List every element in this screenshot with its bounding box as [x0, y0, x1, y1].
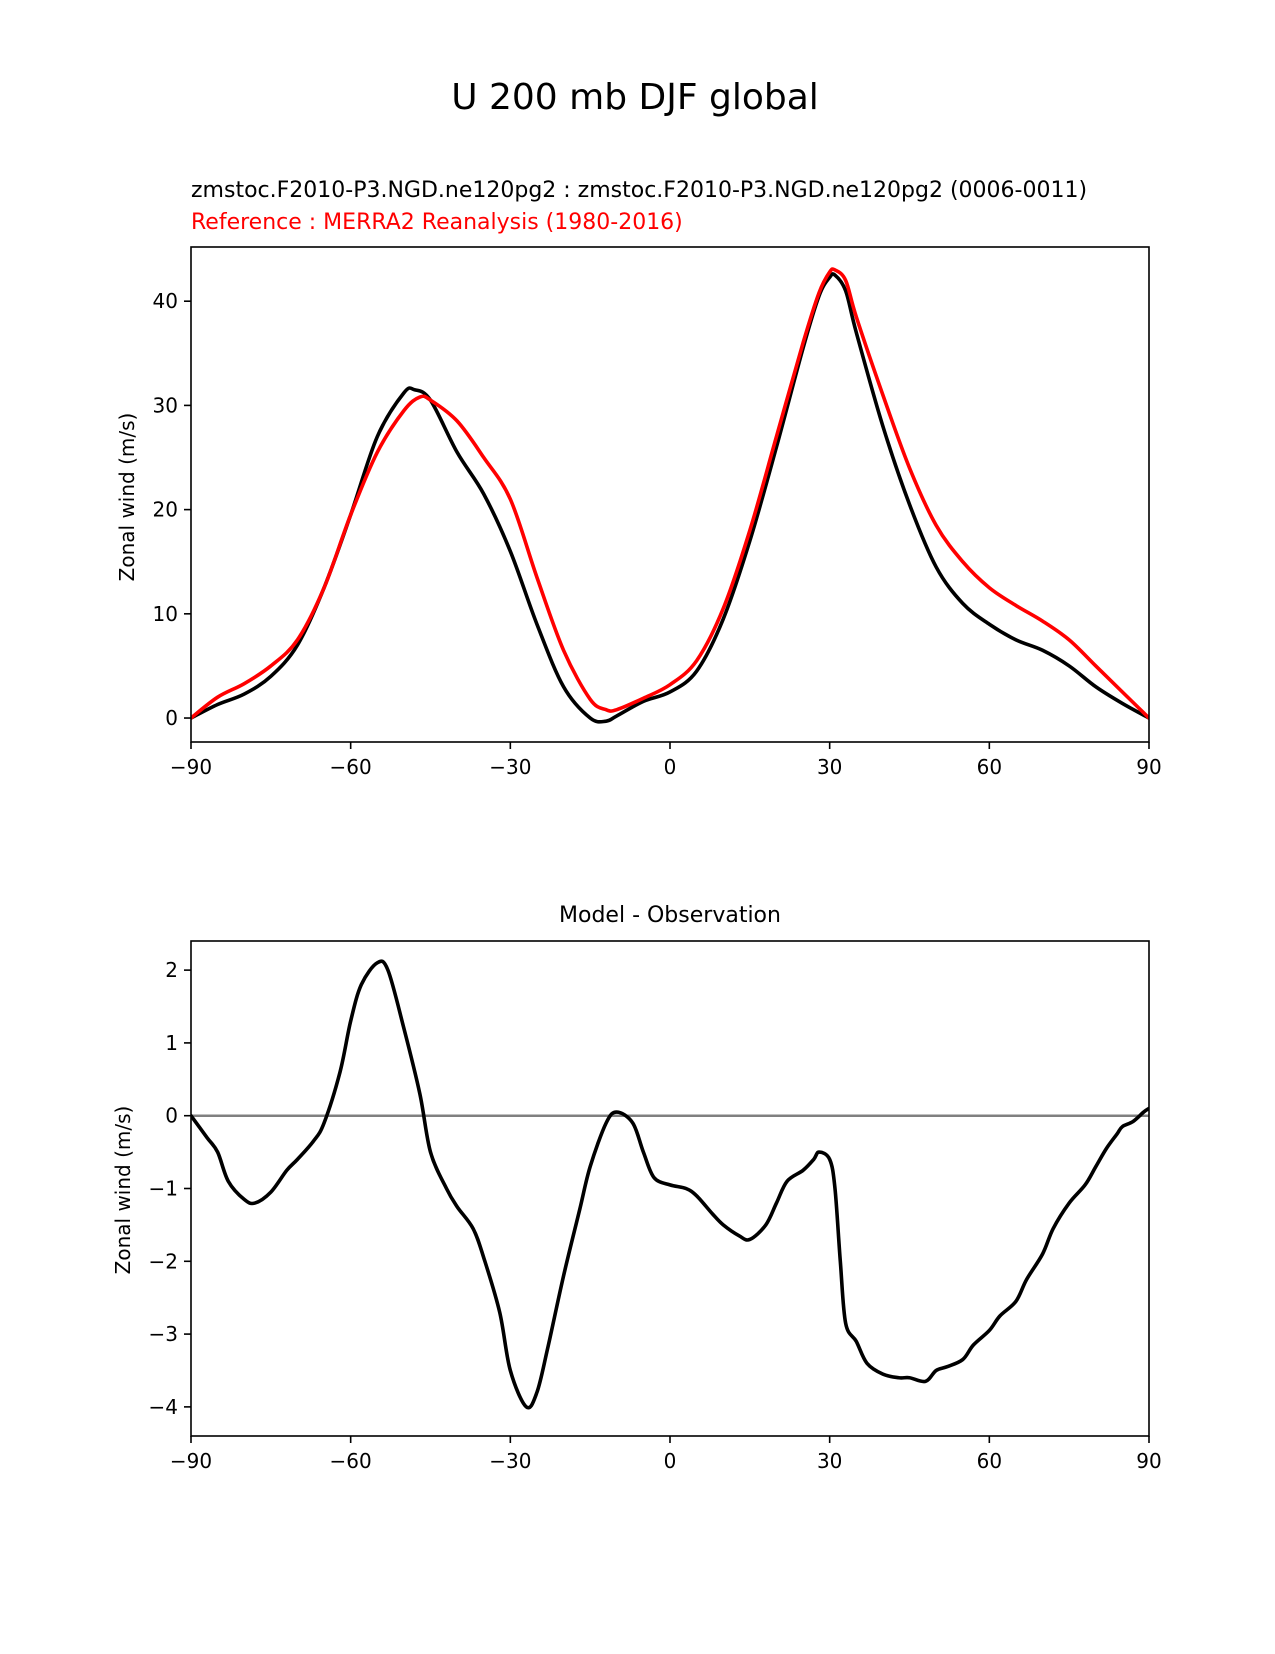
top-chart-x-tick-label: −60 [330, 755, 372, 779]
bottom-chart-x-tick-label: 0 [664, 1449, 677, 1473]
top-chart-y-axis-label: Zonal wind (m/s) [115, 413, 139, 582]
bottom-chart-x-tick-label: −60 [330, 1449, 372, 1473]
top-chart-y-tick-label: 20 [153, 498, 178, 522]
top-chart-x-tick-label: 0 [664, 755, 677, 779]
top-chart-x-tick-label: −30 [489, 755, 531, 779]
top-chart-series-test-line [191, 272, 1149, 724]
bottom-chart-y-tick-label: −2 [149, 1249, 178, 1273]
bottom-chart-x-tick-label: 30 [817, 1449, 842, 1473]
top-chart-x-tick-label: −90 [170, 755, 212, 779]
bottom-chart-y-tick-label: 1 [165, 1031, 178, 1055]
bottom-chart-x-tick-label: −30 [489, 1449, 531, 1473]
bottom-chart-y-axis-label: Zonal wind (m/s) [111, 1106, 135, 1275]
top-chart-y-tick-label: 40 [153, 289, 178, 313]
figure-title: U 200 mb DJF global [451, 77, 819, 118]
top-chart-x-tick-label: 30 [817, 755, 842, 779]
bottom-chart-x-tick-label: 90 [1136, 1449, 1161, 1473]
bottom-chart-y-tick-label: −1 [149, 1177, 178, 1201]
bottom-chart-series-difference-line [191, 959, 1149, 1410]
bottom-chart: Model - Observation Zonal wind (m/s) −90… [111, 903, 1162, 1473]
bottom-chart-title: Model - Observation [559, 903, 781, 928]
top-chart-x-tick-label: 60 [977, 755, 1002, 779]
top-chart-y-tick-label: 0 [165, 706, 178, 730]
bottom-chart-y-tick-label: −4 [149, 1395, 178, 1419]
top-chart-test-title: zmstoc.F2010-P3.NGD.ne120pg2 : zmstoc.F2… [191, 178, 1087, 203]
top-chart-reference-title: Reference : MERRA2 Reanalysis (1980-2016… [191, 210, 683, 235]
bottom-chart-x-tick-label: 60 [977, 1449, 1002, 1473]
top-chart-series-reference-line [191, 267, 1149, 720]
top-chart-y-tick-label: 10 [153, 602, 178, 626]
bottom-chart-x-tick-label: −90 [170, 1449, 212, 1473]
top-chart: zmstoc.F2010-P3.NGD.ne120pg2 : zmstoc.F2… [115, 178, 1162, 779]
bottom-chart-y-tick-label: −3 [149, 1322, 178, 1346]
bottom-chart-y-tick-label: 0 [165, 1104, 178, 1128]
bottom-chart-y-tick-label: 2 [165, 958, 178, 982]
top-chart-y-tick-label: 30 [153, 393, 178, 417]
top-chart-x-tick-label: 90 [1136, 755, 1161, 779]
